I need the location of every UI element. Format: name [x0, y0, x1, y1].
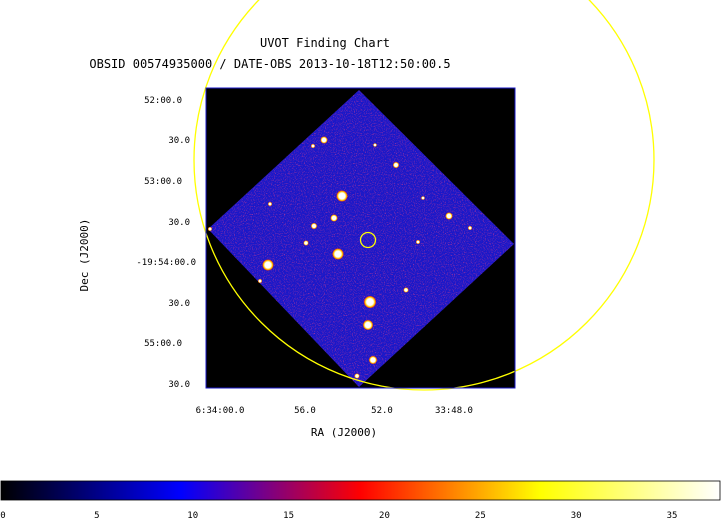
y-tick-label: 30.0 [168, 299, 190, 309]
source-marker [369, 356, 377, 364]
error-circle [193, 0, 655, 391]
source-marker [258, 279, 262, 283]
colorbar-tick-label: 20 [379, 511, 390, 521]
colorbar-tick-label: 0 [0, 511, 5, 521]
colorbar-tick-label: 30 [571, 511, 582, 521]
chart-subtitle: OBSID 00574935000 / DATE-OBS 2013-10-18T… [89, 57, 450, 71]
colorbar-tick-label: 15 [283, 511, 294, 521]
source-marker [373, 143, 377, 147]
x-tick-label: 56.0 [294, 406, 316, 416]
source-marker [403, 287, 409, 293]
colorbar-ticks: 0 5 10 15 20 25 30 35 [0, 511, 677, 521]
source-marker [416, 240, 420, 244]
source-marker [303, 240, 309, 246]
y-axis: 52:00.0 30.0 53:00.0 30.0 -19:54:00.0 30… [136, 96, 196, 390]
colorbar [0, 480, 721, 501]
source-marker [421, 196, 425, 200]
target-circle [359, 231, 377, 249]
image-frame [205, 87, 516, 389]
x-axis: 6:34:00.0 56.0 52.0 33:48.0 [196, 406, 473, 416]
colorbar-tick-label: 25 [475, 511, 486, 521]
y-tick-label: 30.0 [168, 218, 190, 228]
source-marker [354, 373, 360, 379]
x-tick-label: 33:48.0 [435, 406, 473, 416]
x-axis-label: RA (J2000) [311, 426, 377, 439]
y-tick-label: 30.0 [168, 136, 190, 146]
colorbar-tick-label: 10 [187, 511, 198, 521]
y-tick-label: 30.0 [168, 380, 190, 390]
source-marker [320, 136, 328, 144]
source-marker [445, 212, 453, 220]
source-marker [468, 226, 472, 230]
colorbar-tick-label: 35 [667, 511, 678, 521]
y-tick-label: 53:00.0 [144, 177, 182, 187]
x-tick-label: 6:34:00.0 [196, 406, 245, 416]
y-tick-label: 55:00.0 [144, 339, 182, 349]
source-marker [364, 296, 376, 308]
source-marker [393, 162, 399, 168]
source-marker [311, 223, 317, 229]
source-marker [268, 202, 272, 206]
y-tick-label: 52:00.0 [144, 96, 182, 106]
x-tick-label: 52.0 [371, 406, 393, 416]
source-marker [330, 214, 338, 222]
source-markers [208, 136, 472, 379]
y-tick-label: -19:54:00.0 [136, 258, 196, 268]
y-axis-label: Dec (J2000) [78, 219, 91, 292]
source-marker [208, 227, 212, 231]
source-marker [332, 248, 344, 260]
source-marker [311, 144, 315, 148]
source-marker [336, 190, 348, 202]
source-marker [363, 320, 373, 330]
chart-title: UVOT Finding Chart [260, 36, 390, 50]
source-marker [262, 259, 274, 271]
colorbar-tick-label: 5 [94, 511, 99, 521]
